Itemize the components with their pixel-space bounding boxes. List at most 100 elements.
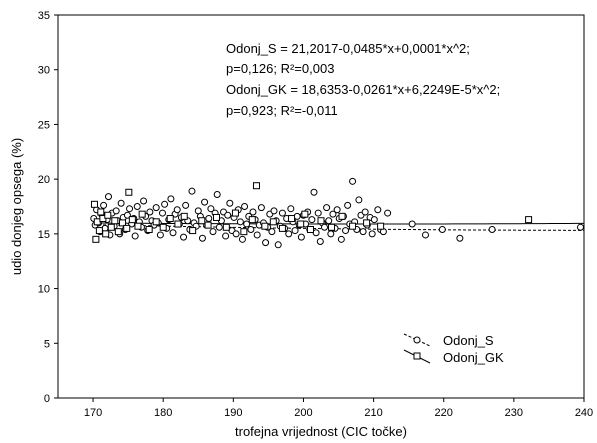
data-point-circle <box>333 206 341 214</box>
data-point-circle <box>232 230 240 238</box>
data-point-circle <box>180 233 188 241</box>
annotation-line-2: p=0,126; R²=0,003 <box>226 61 334 76</box>
data-points <box>90 177 584 249</box>
data-point-square <box>180 212 188 220</box>
data-point-circle <box>213 190 221 198</box>
data-point-circle <box>337 235 345 243</box>
legend-label-odonj-s: Odonj_S <box>443 333 494 348</box>
data-point-circle <box>201 198 209 206</box>
data-point-square <box>204 221 212 229</box>
data-point-circle <box>285 230 293 238</box>
x-axis-ticks: 170 180 190 200 210 220 230 240 <box>84 398 593 419</box>
data-point-circle <box>312 229 320 237</box>
data-point-circle <box>408 220 416 228</box>
data-point-circle <box>198 234 206 242</box>
data-point-circle <box>226 199 234 207</box>
y-axis-title: udio donjeg opsega (%) <box>9 138 24 275</box>
data-point-circle <box>438 225 446 233</box>
data-point-circle <box>131 232 139 240</box>
data-point-square <box>166 215 174 223</box>
data-point-square <box>114 228 122 236</box>
data-point-circle <box>247 225 255 233</box>
data-point-circle <box>133 203 141 210</box>
data-point-circle <box>325 217 333 225</box>
data-point-square <box>248 216 256 224</box>
x-axis-title: trofejna vrijednost (CIC točke) <box>235 424 407 439</box>
y-tick-label: 20 <box>38 174 50 186</box>
data-point-circle <box>384 209 392 217</box>
data-point-square <box>138 210 146 218</box>
data-point-square <box>152 218 160 226</box>
data-point-square <box>317 217 325 225</box>
annotation-line-4: p=0,923; R²=-0,011 <box>226 103 338 118</box>
x-tick-label: 170 <box>84 407 102 419</box>
data-point-circle <box>117 199 125 207</box>
data-point-square <box>134 222 142 230</box>
data-point-circle <box>100 201 108 209</box>
data-point-circle <box>314 209 322 217</box>
data-point-circle <box>268 228 276 236</box>
annotation-line-1: Odonj_S = 21,2017-0,0485*x+0,0001*x^2; <box>226 41 470 56</box>
data-point-circle <box>321 223 329 231</box>
data-point-square <box>525 216 533 224</box>
data-point-square <box>102 230 110 238</box>
regression-annotation: Odonj_S = 21,2017-0,0485*x+0,0001*x^2; p… <box>226 41 500 118</box>
data-point-square <box>90 200 98 208</box>
data-point-circle <box>368 230 376 238</box>
data-point-square <box>174 220 182 228</box>
y-axis-ticks: 0 5 10 15 20 25 30 35 <box>38 10 58 405</box>
data-point-circle <box>310 188 318 196</box>
legend-marker-circle-icon <box>413 336 421 344</box>
data-point-circle <box>349 177 357 185</box>
data-point-circle <box>355 196 363 204</box>
data-point-circle <box>253 231 261 239</box>
data-point-square <box>93 218 101 226</box>
data-point-square <box>92 235 100 243</box>
data-point-circle <box>167 195 175 203</box>
data-point-circle <box>576 223 584 231</box>
data-point-circle <box>238 235 246 243</box>
data-point-circle <box>222 232 230 240</box>
data-point-circle <box>209 228 217 236</box>
data-point-square <box>128 216 136 224</box>
x-tick-label: 210 <box>364 407 382 419</box>
data-point-circle <box>146 208 154 216</box>
data-point-circle <box>291 227 299 235</box>
data-point-circle <box>374 206 382 214</box>
data-point-circle <box>156 231 164 239</box>
data-point-square <box>328 223 336 231</box>
data-point-circle <box>224 211 232 219</box>
data-point-square <box>222 223 230 231</box>
data-point-square <box>377 222 385 230</box>
data-point-circle <box>287 205 295 213</box>
legend-label-odonj-gk: Odonj_GK <box>443 350 504 365</box>
data-point-circle <box>274 241 282 249</box>
data-point-circle <box>293 212 301 220</box>
legend-marker-square-icon <box>413 352 421 360</box>
data-point-circle <box>270 207 278 215</box>
y-tick-label: 30 <box>38 65 50 77</box>
x-tick-label: 200 <box>294 407 312 419</box>
data-point-square <box>363 219 371 227</box>
x-tick-label: 240 <box>575 407 593 419</box>
annotation-line-3: Odonj_GK = 18,6353-0,0261*x+6,2249E-5*x^… <box>226 82 500 97</box>
data-point-square <box>301 210 309 218</box>
data-point-circle <box>323 204 331 212</box>
data-point-circle <box>342 227 350 235</box>
data-point-circle <box>126 205 134 213</box>
data-point-square <box>297 220 305 228</box>
data-point-circle <box>316 238 324 246</box>
data-point-circle <box>456 234 464 242</box>
data-point-circle <box>488 225 496 233</box>
x-tick-label: 180 <box>154 407 172 419</box>
data-point-circle <box>327 230 335 238</box>
data-point-circle <box>236 218 244 226</box>
data-point-square <box>252 182 260 190</box>
y-tick-label: 5 <box>44 338 50 350</box>
data-point-square <box>159 223 167 231</box>
data-point-square <box>189 227 197 235</box>
data-point-circle <box>329 210 337 218</box>
data-point-circle <box>308 216 316 224</box>
data-point-circle <box>104 193 112 201</box>
